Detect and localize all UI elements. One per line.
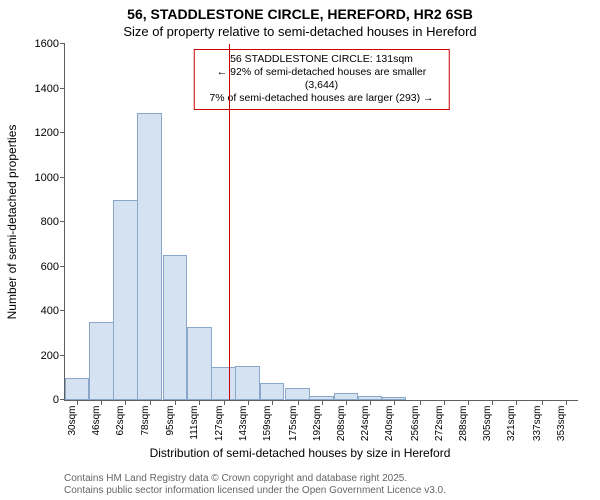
x-tick-mark [125,400,126,405]
x-tick-label: 208sqm [336,406,347,442]
x-tick-mark [370,400,371,405]
x-tick-mark [516,400,517,405]
y-tick-mark [60,266,65,267]
x-tick-label: 353sqm [556,406,567,442]
x-tick-label: 256sqm [410,406,421,442]
x-tick-mark [248,400,249,405]
x-tick-label: 62sqm [116,406,127,436]
marker-line [229,44,230,400]
x-tick-mark [224,400,225,405]
y-tick-label: 1200 [35,127,65,139]
x-tick-mark [444,400,445,405]
x-tick-mark [492,400,493,405]
x-tick-mark [298,400,299,405]
histogram-bar [187,327,211,400]
x-tick-label: 305sqm [482,406,493,442]
chart-stage: 56, STADDLESTONE CIRCLE, HEREFORD, HR2 6… [0,0,600,500]
annotation-line2: ← 92% of semi-detached houses are smalle… [200,66,443,92]
y-tick-mark [60,310,65,311]
y-tick-mark [60,221,65,222]
y-axis-label: Number of semi-detached properties [5,125,19,320]
x-tick-mark [272,400,273,405]
x-tick-mark [420,400,421,405]
x-tick-label: 175sqm [288,406,299,442]
y-tick-label: 200 [41,350,65,362]
x-tick-mark [77,400,78,405]
x-tick-mark [101,400,102,405]
x-tick-label: 321sqm [506,406,517,442]
y-tick-mark [60,88,65,89]
annotation-box: 56 STADDLESTONE CIRCLE: 131sqm ← 92% of … [193,49,450,110]
x-tick-label: 337sqm [532,406,543,442]
x-tick-label: 30sqm [67,406,78,436]
x-tick-label: 111sqm [190,406,201,440]
x-tick-label: 78sqm [140,406,151,436]
footnote-2: Contains public sector information licen… [64,485,446,496]
x-tick-mark [394,400,395,405]
x-tick-label: 224sqm [360,406,371,442]
histogram-bar [334,393,358,400]
x-tick-label: 46sqm [91,406,102,436]
y-tick-label: 0 [53,394,65,406]
annotation-line1: 56 STADDLESTONE CIRCLE: 131sqm [200,53,443,66]
histogram-bar [260,383,284,400]
x-tick-label: 288sqm [458,406,469,442]
y-tick-mark [60,132,65,133]
y-tick-label: 600 [41,261,65,273]
histogram-bar [65,378,89,400]
histogram-bar [211,367,235,400]
x-tick-mark [322,400,323,405]
x-tick-mark [346,400,347,405]
x-tick-mark [175,400,176,405]
histogram-plot: 56 STADDLESTONE CIRCLE: 131sqm ← 92% of … [64,44,578,401]
histogram-bar [89,322,113,400]
page-title: 56, STADDLESTONE CIRCLE, HEREFORD, HR2 6… [0,6,600,22]
footnote-1: Contains HM Land Registry data © Crown c… [64,473,407,484]
x-tick-label: 143sqm [238,406,249,442]
x-tick-mark [199,400,200,405]
x-tick-mark [150,400,151,405]
x-tick-mark [468,400,469,405]
histogram-bar [113,200,137,400]
y-tick-label: 1000 [35,172,65,184]
y-tick-label: 400 [41,305,65,317]
y-tick-label: 800 [41,216,65,228]
histogram-bar [285,388,309,400]
y-tick-label: 1400 [35,83,65,95]
y-tick-mark [60,355,65,356]
histogram-bar [137,113,161,400]
x-tick-mark [542,400,543,405]
histogram-bar [163,255,187,400]
x-tick-mark [566,400,567,405]
y-tick-label: 1600 [35,38,65,50]
y-tick-mark [60,43,65,44]
x-tick-label: 95sqm [165,406,176,436]
annotation-line3: 7% of semi-detached houses are larger (2… [200,92,443,105]
subtitle: Size of property relative to semi-detach… [0,24,600,39]
x-tick-label: 192sqm [312,406,323,442]
x-tick-label: 272sqm [434,406,445,442]
x-tick-label: 159sqm [262,406,273,442]
y-tick-mark [60,177,65,178]
histogram-bar [235,366,259,400]
x-axis-label: Distribution of semi-detached houses by … [0,446,600,460]
x-tick-label: 240sqm [384,406,395,442]
x-tick-label: 127sqm [214,406,225,442]
